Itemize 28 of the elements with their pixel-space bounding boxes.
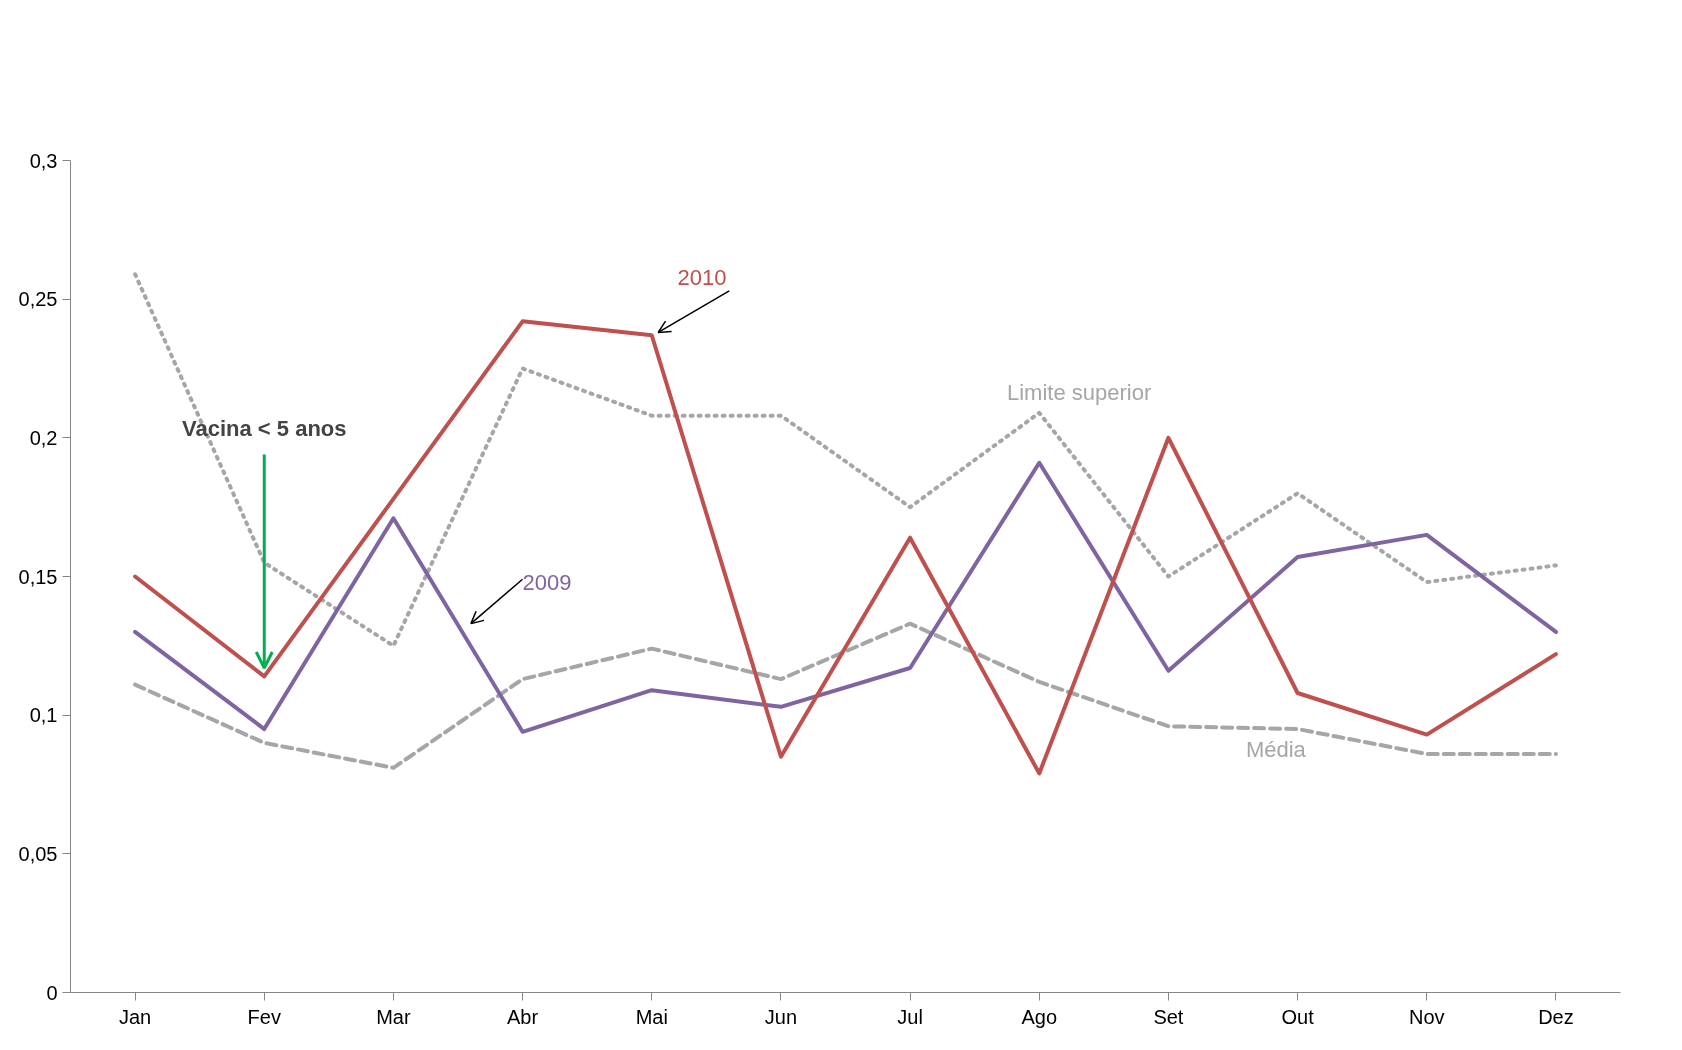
x-tick-label: Set xyxy=(1153,1005,1184,1028)
text: 2010 xyxy=(677,265,727,291)
line-series xyxy=(133,621,1558,770)
x-tick-label: Jul xyxy=(897,1005,923,1028)
x-tick-label: Fev xyxy=(247,1005,281,1028)
x-tick-label: Jan xyxy=(118,1005,152,1028)
line-series xyxy=(133,272,1558,648)
y-tick-label: 0,3 xyxy=(29,149,58,172)
text: 2009 xyxy=(522,570,572,596)
x-tick-label: Nov xyxy=(1408,1005,1445,1028)
y-tick-label: 0,2 xyxy=(29,426,58,449)
series-label: Média xyxy=(1245,737,1307,763)
x-tick-label: Abr xyxy=(507,1005,539,1028)
y-tick-label: 0 xyxy=(46,981,58,1004)
x-tick-label: Ago xyxy=(1021,1005,1058,1028)
x-tick-label: Out xyxy=(1281,1005,1315,1028)
line-series xyxy=(133,319,1558,776)
y-tick-label: 0,15 xyxy=(18,565,58,588)
series-label: Limite superior xyxy=(1006,379,1152,405)
y-tick-label: 0,1 xyxy=(29,704,58,727)
x-tick-label: Dez xyxy=(1538,1005,1574,1028)
x-tick-label: Mai xyxy=(635,1005,668,1028)
y-tick-label: 0,05 xyxy=(18,842,58,865)
line-series xyxy=(133,460,1558,734)
x-tick-label: Mar xyxy=(376,1005,411,1028)
y-tick-label: 0,25 xyxy=(18,288,58,311)
annotation: Vacina < 5 anos xyxy=(182,415,347,441)
x-tick-label: Jun xyxy=(764,1005,798,1028)
